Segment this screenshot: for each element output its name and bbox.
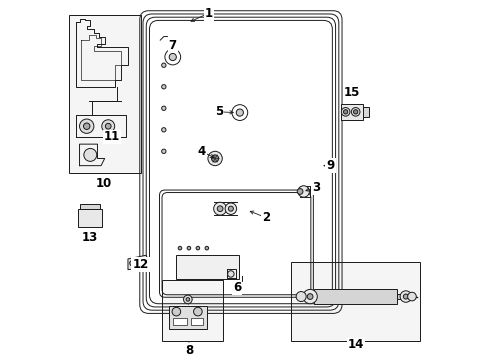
Circle shape: [207, 151, 222, 166]
Text: 4: 4: [197, 145, 205, 158]
Circle shape: [353, 110, 357, 114]
Circle shape: [162, 85, 165, 89]
Polygon shape: [128, 255, 149, 270]
Bar: [169, 306, 206, 329]
Text: 1: 1: [204, 7, 212, 20]
Circle shape: [129, 260, 135, 266]
Text: 11: 11: [103, 130, 120, 144]
Text: 9: 9: [326, 159, 334, 172]
Circle shape: [162, 149, 165, 153]
Bar: [341, 104, 362, 120]
Circle shape: [162, 63, 165, 67]
Bar: [176, 255, 239, 279]
Circle shape: [141, 259, 145, 264]
Circle shape: [227, 271, 234, 277]
Circle shape: [343, 110, 347, 114]
Text: 10: 10: [96, 177, 112, 190]
Text: 5: 5: [215, 105, 223, 118]
Circle shape: [403, 294, 407, 299]
Circle shape: [217, 206, 223, 212]
Circle shape: [407, 292, 415, 301]
Bar: [396, 294, 405, 300]
Text: 15: 15: [343, 86, 360, 99]
Bar: [190, 318, 203, 325]
Bar: [162, 280, 223, 341]
Text: 12: 12: [132, 258, 148, 271]
Text: 14: 14: [347, 338, 363, 351]
Circle shape: [399, 291, 411, 302]
Circle shape: [193, 307, 202, 316]
Circle shape: [204, 246, 208, 250]
Circle shape: [172, 307, 180, 316]
Circle shape: [297, 186, 309, 197]
Bar: [78, 209, 102, 226]
Text: 6: 6: [233, 281, 241, 294]
Circle shape: [196, 246, 199, 250]
Circle shape: [105, 123, 111, 129]
Circle shape: [224, 203, 236, 215]
Circle shape: [231, 105, 247, 121]
Text: 3: 3: [311, 181, 320, 194]
Circle shape: [83, 148, 97, 161]
Bar: [80, 204, 100, 209]
Bar: [290, 262, 419, 341]
Circle shape: [211, 155, 218, 162]
Bar: [362, 107, 368, 117]
Circle shape: [236, 109, 243, 116]
Circle shape: [162, 106, 165, 111]
Circle shape: [341, 108, 349, 116]
Circle shape: [303, 289, 317, 304]
Circle shape: [306, 294, 312, 300]
Circle shape: [102, 120, 115, 133]
Text: 2: 2: [262, 211, 269, 224]
Text: 7: 7: [168, 39, 177, 52]
Circle shape: [351, 108, 359, 116]
Circle shape: [169, 53, 176, 60]
Circle shape: [185, 298, 189, 301]
Bar: [69, 15, 140, 173]
Circle shape: [297, 189, 303, 194]
Bar: [172, 318, 187, 325]
Circle shape: [83, 123, 90, 130]
Circle shape: [80, 119, 94, 134]
Text: 13: 13: [82, 231, 98, 244]
Circle shape: [178, 246, 182, 250]
Text: 8: 8: [184, 344, 193, 357]
Circle shape: [162, 128, 165, 132]
Circle shape: [213, 202, 226, 215]
Circle shape: [228, 206, 233, 211]
Circle shape: [296, 292, 305, 302]
Circle shape: [187, 246, 190, 250]
Circle shape: [164, 49, 180, 65]
Bar: [314, 289, 396, 304]
Circle shape: [183, 295, 192, 304]
